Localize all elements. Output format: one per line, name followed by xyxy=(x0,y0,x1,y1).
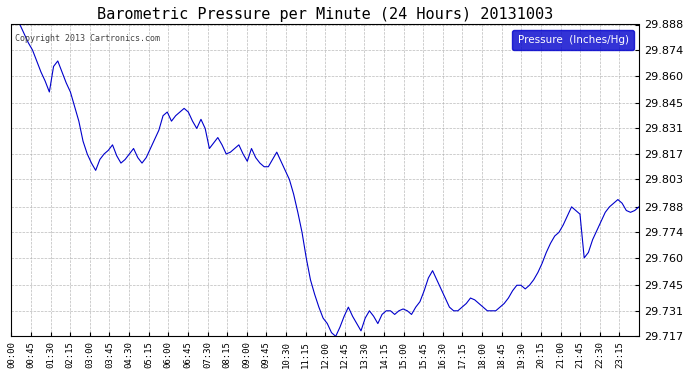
Legend: Pressure  (Inches/Hg): Pressure (Inches/Hg) xyxy=(512,30,633,50)
Title: Barometric Pressure per Minute (24 Hours) 20131003: Barometric Pressure per Minute (24 Hours… xyxy=(97,7,553,22)
Text: Copyright 2013 Cartronics.com: Copyright 2013 Cartronics.com xyxy=(14,34,159,43)
